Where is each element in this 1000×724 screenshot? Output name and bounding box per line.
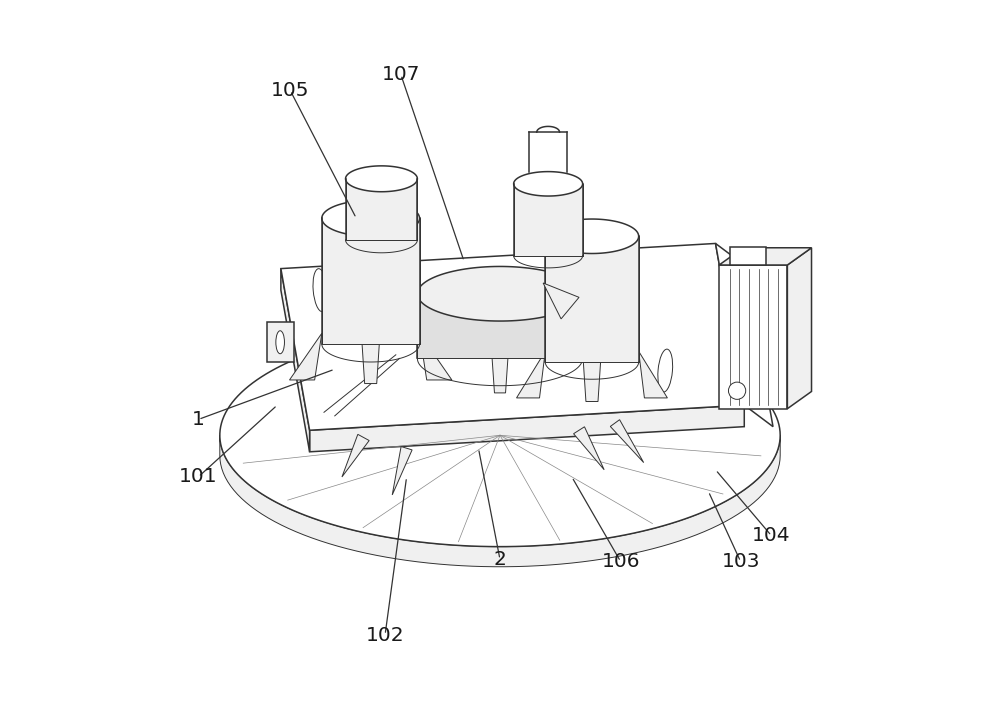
- Polygon shape: [322, 201, 420, 236]
- Polygon shape: [220, 324, 780, 547]
- Polygon shape: [583, 362, 601, 402]
- Polygon shape: [574, 426, 604, 470]
- Ellipse shape: [313, 269, 328, 311]
- Polygon shape: [514, 172, 583, 196]
- Text: 104: 104: [752, 526, 791, 545]
- Polygon shape: [730, 247, 766, 265]
- Polygon shape: [220, 435, 780, 567]
- Text: 107: 107: [382, 65, 420, 84]
- Polygon shape: [492, 358, 508, 393]
- Polygon shape: [346, 179, 417, 240]
- Polygon shape: [342, 434, 369, 477]
- Polygon shape: [417, 294, 583, 358]
- Polygon shape: [346, 166, 417, 192]
- Ellipse shape: [658, 349, 673, 392]
- Polygon shape: [322, 219, 420, 344]
- Polygon shape: [392, 447, 412, 495]
- Polygon shape: [417, 266, 583, 321]
- Polygon shape: [281, 243, 744, 430]
- Polygon shape: [545, 236, 639, 362]
- Polygon shape: [543, 283, 579, 319]
- Polygon shape: [545, 219, 639, 253]
- Polygon shape: [787, 248, 812, 409]
- Polygon shape: [310, 405, 744, 452]
- Polygon shape: [639, 351, 667, 398]
- Text: 1: 1: [192, 410, 205, 429]
- Polygon shape: [281, 269, 310, 452]
- Ellipse shape: [276, 331, 284, 354]
- Polygon shape: [716, 243, 773, 426]
- Text: 102: 102: [366, 626, 404, 644]
- Polygon shape: [362, 344, 379, 384]
- Text: 106: 106: [601, 552, 640, 571]
- Polygon shape: [719, 248, 812, 265]
- Polygon shape: [719, 265, 787, 409]
- Circle shape: [728, 382, 746, 400]
- Text: 101: 101: [179, 468, 218, 487]
- Text: 103: 103: [721, 552, 760, 571]
- Polygon shape: [420, 333, 452, 380]
- Polygon shape: [289, 333, 322, 380]
- Text: 105: 105: [271, 81, 309, 100]
- Polygon shape: [610, 420, 644, 463]
- Text: 2: 2: [494, 550, 506, 569]
- Polygon shape: [514, 184, 583, 256]
- Polygon shape: [267, 322, 294, 362]
- Polygon shape: [517, 351, 545, 398]
